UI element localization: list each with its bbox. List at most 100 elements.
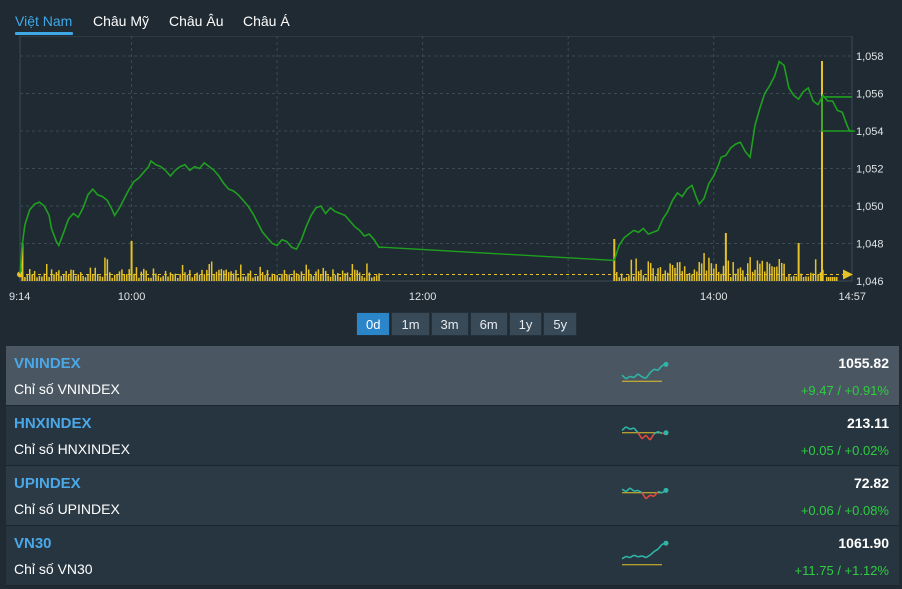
index-row-vnindex[interactable]: VNINDEX Chỉ số VNINDEX 1055.82 +9.47 / +… [6,346,899,406]
volume-bar [82,275,84,281]
volume-bar [821,61,823,281]
x-tick-label: 14:00 [700,291,728,303]
volume-bar [36,277,38,281]
y-tick-label: 1,046 [856,276,884,288]
range-6m-button[interactable]: 6m [469,312,508,336]
reference-start-dot [17,271,23,278]
volume-bar [693,269,696,281]
volume-bar [298,274,300,281]
index-row-vn30[interactable]: VN30 Chỉ số VN30 1061.90 +11.75 / +1.12% [6,526,899,586]
active-tab-indicator [15,32,73,35]
volume-bar [713,268,715,281]
volume-bar [795,276,798,281]
tab-chau-a[interactable]: Châu Á [243,13,290,29]
range-0d-button[interactable]: 0d [356,312,391,336]
volume-bar [647,261,650,281]
volume-bar [703,253,705,281]
range-3m-button[interactable]: 3m [430,312,469,336]
volume-bar [206,269,208,281]
range-1m-button[interactable]: 1m [391,312,430,336]
volume-bar [196,272,198,281]
volume-bar [138,277,140,281]
index-change: +0.05 / +0.02% [800,443,889,458]
sparkline-segment [641,492,647,500]
volume-bar [55,271,58,281]
volume-bar [45,263,48,281]
volume-bar [810,272,812,281]
volume-bar [181,264,184,281]
volume-bar [664,270,667,281]
volume-bar [754,269,756,281]
volume-bar [630,259,633,281]
index-symbol[interactable]: VNINDEX [14,355,81,372]
sparkline-segment [621,555,627,560]
volume-bar [746,263,749,281]
tab-chau-my[interactable]: Châu Mỹ [93,13,150,29]
volume-bar [215,271,218,281]
volume-bar [623,277,625,281]
volume-bar [109,272,111,281]
volume-bar [189,270,191,281]
volume-bar [24,276,26,281]
volume-bar [276,275,278,281]
volume-bar [691,274,693,281]
sparkline-segment [633,489,639,492]
volume-bar [812,273,814,281]
index-symbol[interactable]: VN30 [14,535,52,552]
volume-bar [240,264,242,281]
volume-bar [118,271,121,281]
volume-bar [84,277,87,281]
index-symbol[interactable]: HNXINDEX [14,415,92,432]
tab-chau-au[interactable]: Châu Âu [169,13,224,29]
volume-bar [317,269,320,281]
sparkline-segment [637,373,643,378]
range-5y-button[interactable]: 5y [543,312,578,336]
volume-bar [339,276,341,281]
volume-bar [157,275,160,281]
volume-bar [87,274,89,281]
volume-bar [307,269,310,281]
volume-bar [266,269,269,281]
volume-bar [679,261,681,281]
volume-bar [220,269,223,281]
volume-bar [65,271,67,281]
sparkline-segment [629,375,635,379]
price-line-morning [19,159,384,274]
volume-bar [300,271,303,281]
volume-bar [179,273,181,281]
volume-bar [802,277,805,281]
index-row-upindex[interactable]: UPINDEX Chỉ số UPINDEX 72.82 +0.06 / +0.… [6,466,899,526]
sparkline-segment [625,375,631,380]
volume-bar [283,269,286,281]
volume-bar [671,264,674,281]
volume-bar [191,277,194,281]
sparkline-end-dot [663,487,669,493]
index-change: +9.47 / +0.91% [800,383,889,398]
volume-bar [688,272,691,281]
sparkline-segment [621,488,627,493]
volume-bar [305,264,308,281]
volume-bar [628,275,630,281]
tab-viet-nam[interactable]: Việt Nam [15,13,73,29]
volume-bar [351,264,354,281]
volume-bar [38,275,41,281]
volume-bar [705,270,708,281]
volume-bar [116,274,118,281]
index-description: Chỉ số VN30 [14,561,93,577]
reference-arrow [843,269,853,280]
volume-bar [378,273,380,281]
volume-bar [717,271,720,281]
volume-bar [235,270,237,281]
range-1y-button[interactable]: 1y [508,312,543,336]
volume-bar [31,274,33,281]
volume-bar [652,268,654,281]
volume-bar [642,275,645,281]
index-symbol[interactable]: UPINDEX [14,475,81,492]
volume-bar [50,269,53,281]
volume-bar [734,273,737,281]
volume-bar [324,270,327,281]
index-row-hnxindex[interactable]: HNXINDEX Chỉ số HNXINDEX 213.11 +0.05 / … [6,406,899,466]
volume-bar [94,267,96,281]
y-tick-label: 1,054 [856,126,884,138]
volume-bar [290,276,293,281]
